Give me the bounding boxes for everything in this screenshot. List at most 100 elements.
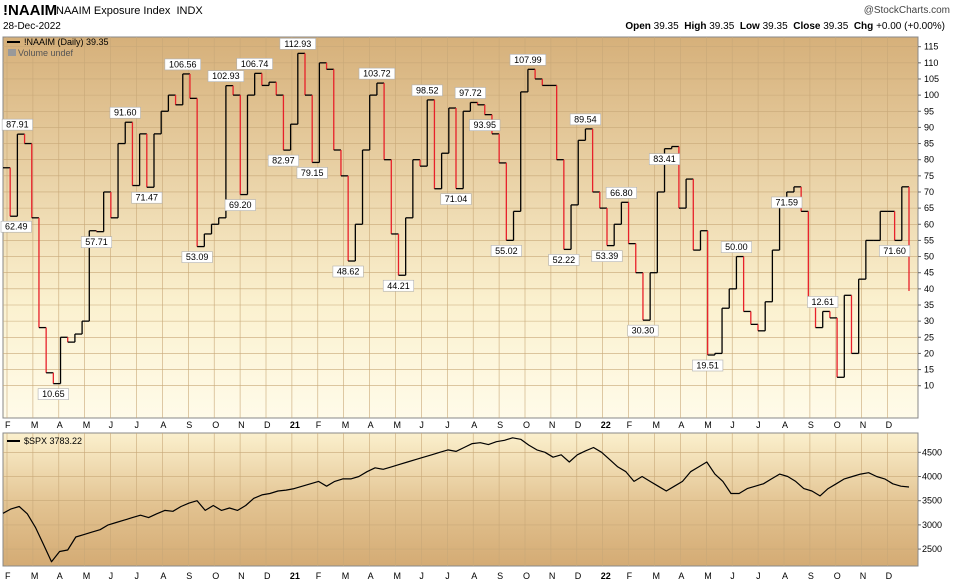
y-tick-label: 60 — [924, 219, 934, 229]
x-tick-label: M — [653, 571, 661, 581]
value-annotation-box — [771, 196, 803, 209]
x-tick-label: M — [342, 420, 350, 430]
spx-legend: $SPX 3783.22 — [7, 436, 82, 446]
x-tick-label: J — [445, 420, 450, 430]
open-value: 39.35 — [653, 21, 679, 32]
x-tick-label: O — [834, 420, 841, 430]
value-annotation-box — [469, 119, 501, 131]
value-annotation-box — [548, 254, 580, 266]
chg-value: +0.00 (+0.00%) — [876, 21, 945, 32]
value-annotation: 103.72 — [363, 69, 391, 79]
x-tick-label: F — [316, 571, 322, 581]
value-annotation: 48.62 — [337, 267, 360, 277]
value-annotation-box — [181, 251, 213, 263]
value-annotation-box — [332, 265, 364, 278]
x-tick-label: D — [886, 420, 893, 430]
x-tick-label: O — [834, 571, 841, 581]
chg-label: Chg — [853, 21, 874, 32]
x-tick-label: S — [497, 420, 503, 430]
value-annotation-box — [879, 245, 911, 257]
y-tick-label: 70 — [924, 187, 934, 197]
spx-line — [2, 437, 910, 563]
value-annotation-box — [382, 279, 415, 292]
y-tick-label: 90 — [924, 122, 934, 132]
x-tick-label: M — [342, 571, 350, 581]
value-annotation-box — [296, 167, 328, 179]
value-annotation-box — [109, 106, 141, 119]
value-annotation: 112.93 — [284, 39, 311, 49]
x-tick-label: N — [238, 420, 245, 430]
value-annotation-box — [411, 84, 443, 97]
value-annotation-box — [720, 241, 752, 253]
x-tick-label: S — [808, 571, 814, 581]
value-annotation: 52.22 — [553, 255, 576, 265]
value-annotation-box — [164, 58, 201, 71]
x-tick-label: O — [212, 420, 219, 430]
y-tick-label: 45 — [924, 268, 934, 278]
value-annotation-box — [131, 191, 163, 204]
value-annotation-box — [224, 199, 256, 211]
value-annotation-box — [807, 296, 839, 308]
x-tick-label: O — [523, 420, 530, 430]
value-annotation: 93.95 — [473, 120, 496, 130]
x-tick-label: J — [419, 420, 424, 430]
y-tick-label: 15 — [924, 365, 934, 375]
y-tick-label: 3000 — [922, 520, 942, 530]
value-annotation-box — [358, 67, 396, 80]
spx-legend-text: $SPX 3783.22 — [24, 436, 82, 446]
x-tick-label: A — [160, 420, 166, 430]
value-annotation: 106.56 — [169, 59, 197, 69]
y-tick-label: 4500 — [922, 447, 942, 457]
x-tick-label: A — [678, 571, 684, 581]
y-tick-label: 20 — [924, 348, 934, 358]
value-annotation: 98.52 — [416, 85, 439, 95]
value-annotation-box — [1, 118, 33, 131]
exchange: INDX — [176, 5, 203, 17]
x-tick-label: A — [57, 571, 63, 581]
y-tick-label: 100 — [924, 90, 939, 100]
chart-header: !NAAIM NAAIM Exposure Index INDX 28-Dec-… — [0, 0, 953, 36]
y-tick-label: 3500 — [922, 496, 942, 506]
y-tick-label: 50 — [924, 252, 934, 262]
x-tick-label: J — [756, 420, 761, 430]
value-annotation-box — [490, 245, 522, 257]
x-tick-label: M — [704, 420, 712, 430]
volume-legend-text: Volume undef — [18, 48, 74, 58]
y-tick-label: 55 — [924, 235, 934, 245]
value-annotation-box — [440, 193, 472, 205]
chart-date: 28-Dec-2022 — [3, 21, 61, 32]
value-annotation: 82.97 — [272, 156, 295, 166]
x-tick-label: S — [186, 420, 192, 430]
value-annotation: 62.49 — [5, 222, 28, 232]
x-tick-label: O — [523, 571, 530, 581]
value-annotation: 53.39 — [596, 251, 619, 261]
y-tick-label: 2500 — [922, 544, 942, 554]
x-tick-label: F — [627, 420, 633, 430]
x-tick-label: O — [212, 571, 219, 581]
x-tick-label: N — [549, 571, 556, 581]
value-annotation-box — [267, 154, 299, 167]
high-value: 39.35 — [709, 21, 735, 32]
x-tick-label: M — [394, 571, 402, 581]
open-label: Open — [625, 21, 651, 32]
x-tick-label: A — [471, 420, 477, 430]
value-annotation: 55.02 — [495, 246, 518, 256]
volume-legend-swatch — [8, 49, 16, 56]
x-tick-label: S — [186, 571, 192, 581]
x-tick-label: J — [445, 571, 450, 581]
value-annotation: 97.72 — [459, 88, 482, 98]
x-tick-label: F — [5, 571, 11, 581]
value-annotation-box — [692, 359, 724, 372]
value-annotation-box — [648, 153, 681, 165]
value-annotation-box — [569, 113, 601, 126]
x-tick-label: N — [238, 571, 245, 581]
x-tick-label: D — [264, 420, 271, 430]
x-tick-label: M — [31, 420, 39, 430]
x-tick-label: J — [109, 420, 114, 430]
x-tick-label: M — [83, 420, 91, 430]
y-tick-label: 80 — [924, 155, 934, 165]
x-tick-label: S — [808, 420, 814, 430]
low-value: 39.35 — [762, 21, 788, 32]
x-tick-label: M — [653, 420, 661, 430]
